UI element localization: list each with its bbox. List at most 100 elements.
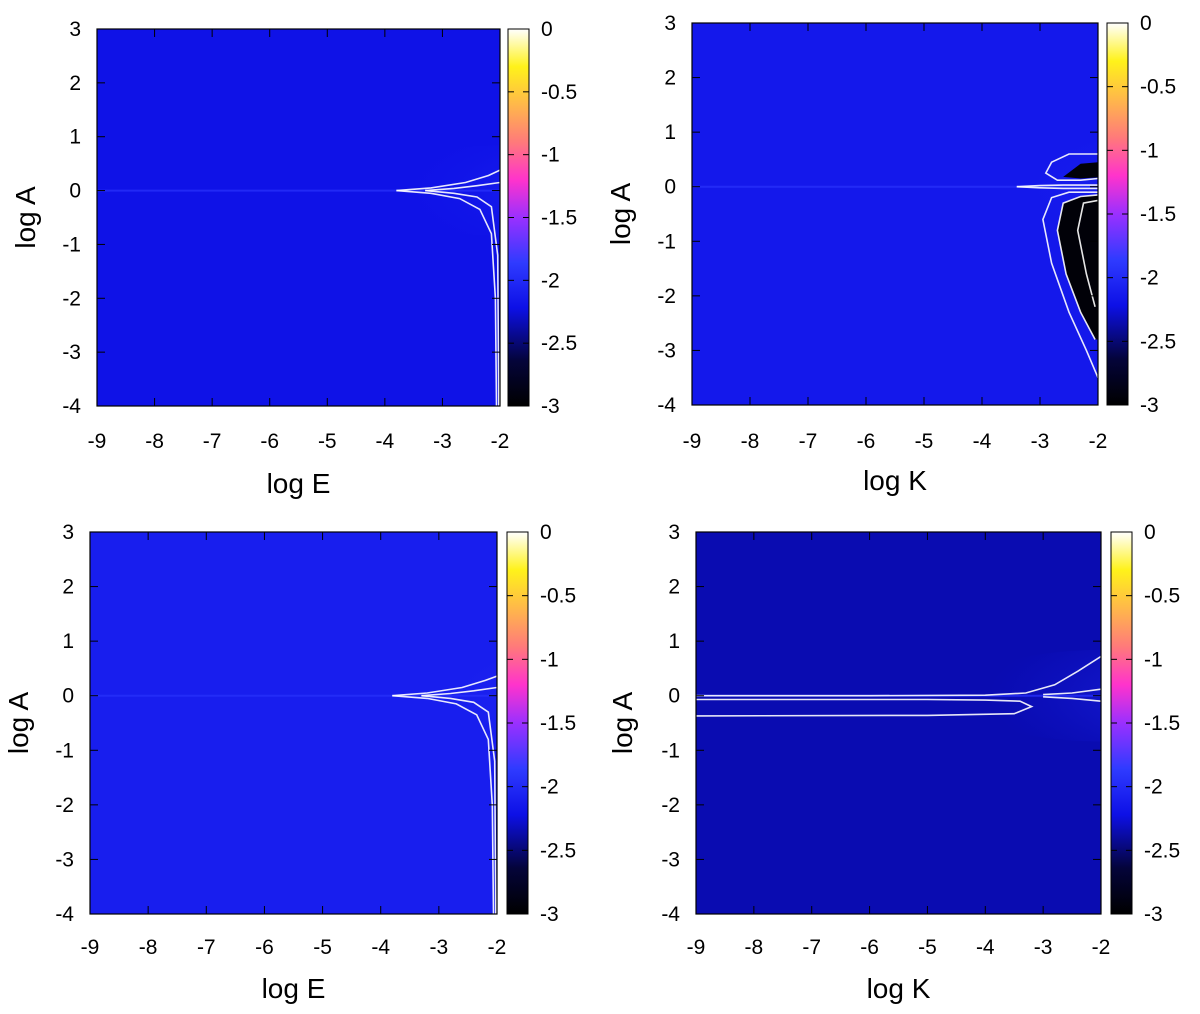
x-tick-label: -5 — [918, 936, 937, 959]
x-tick-label: -9 — [81, 936, 100, 959]
x-tick-label: -6 — [860, 936, 879, 959]
colorbar-tick-label: -0.5 — [540, 585, 576, 608]
x-tick-label: -8 — [145, 430, 164, 453]
colorbar-tick-label: -3 — [541, 395, 560, 418]
panel-4: -9 -8 -7 -6 -5 -4 -3 -2 -4 -3 -2 -1 0 1 2 3 log K log A 0 -… — [607, 521, 1180, 1004]
x-tick-label: -4 — [973, 430, 992, 453]
y-tick-label: -2 — [661, 794, 680, 817]
x-axis-title: log K — [863, 465, 927, 496]
colorbar-tick-label: -0.5 — [541, 81, 577, 104]
y-axis-title: log A — [607, 692, 638, 755]
x-tick-label: -7 — [799, 430, 818, 453]
x-tick-label: -4 — [371, 936, 390, 959]
y-tick-label: -4 — [661, 903, 680, 926]
x-tick-label: -2 — [491, 430, 510, 453]
colorbar-tick-label: -1.5 — [540, 712, 576, 735]
plot-frame — [89, 531, 498, 915]
x-tick-label: -7 — [197, 936, 216, 959]
x-axis-title: log E — [267, 468, 331, 499]
colorbar-tick-label: -0.5 — [1140, 76, 1176, 99]
colorbar-tick-label: -1.5 — [1140, 203, 1176, 226]
colorbar-tick-label: -2.5 — [540, 839, 576, 862]
x-tick-label: -3 — [433, 430, 452, 453]
y-tick-label: -1 — [62, 233, 81, 256]
y-tick-label: 0 — [62, 685, 74, 708]
x-tick-label: -9 — [683, 430, 702, 453]
colorbar-tick-label: -2.5 — [1144, 839, 1180, 862]
contour-line-4 — [425, 189, 500, 406]
colorbar-tick-label: -0.5 — [1144, 585, 1180, 608]
contour-line-3 — [1043, 688, 1101, 696]
x-tick-label: -6 — [255, 936, 274, 959]
colorbar-tick-label: -2 — [541, 269, 560, 292]
y-tick-label: 1 — [664, 121, 676, 144]
x-tick-label: -8 — [139, 936, 158, 959]
y-tick-label: -2 — [62, 287, 81, 310]
y-tick-label: 0 — [664, 176, 676, 199]
colorbar-tick-label: -3 — [1144, 903, 1163, 926]
contour-line-1 — [392, 675, 497, 697]
contour-line-1 — [396, 169, 500, 192]
colorbar-tick-label: 0 — [541, 18, 553, 41]
colorbar-tick-label: -2 — [1140, 267, 1159, 290]
panel-1: -9 -8 -7 -6 -5 -4 -3 -2 -4 -3 -2 -1 0 1 2 3 log E log A 0 -… — [10, 18, 577, 499]
x-tick-label: -9 — [88, 430, 107, 453]
x-tick-label: -3 — [1034, 936, 1053, 959]
y-tick-label: 2 — [62, 576, 74, 599]
y-axis-title: log A — [10, 186, 41, 249]
colorbar-tick-label: -2 — [1144, 776, 1163, 799]
colorbar-tick-label: -2 — [540, 776, 559, 799]
dark-region-1 — [1057, 194, 1098, 340]
y-tick-label: 3 — [668, 521, 680, 544]
y-tick-label: -3 — [62, 341, 81, 364]
contour-line-5 — [1056, 194, 1098, 340]
contour-line-3 — [421, 686, 497, 697]
y-tick-label: -4 — [62, 395, 81, 418]
contour-line-4 — [1042, 191, 1098, 379]
contour-line-1 — [696, 655, 1101, 697]
colorbar-tick-label: -2.5 — [541, 332, 577, 355]
x-tick-label: -4 — [976, 936, 995, 959]
y-tick-label: 3 — [69, 18, 81, 41]
y-tick-label: -3 — [55, 848, 74, 871]
x-tick-label: -7 — [802, 936, 821, 959]
y-tick-label: 1 — [62, 630, 74, 653]
colorbar-tick-label: 0 — [1144, 521, 1156, 544]
x-tick-label: -3 — [430, 936, 449, 959]
y-tick-label: 2 — [664, 67, 676, 90]
contour-line-4 — [421, 694, 497, 914]
y-tick-label: 3 — [664, 12, 676, 35]
panel-3: -9 -8 -7 -6 -5 -4 -3 -2 -4 -3 -2 -1 0 1 2 3 log E log A 0 -… — [3, 521, 576, 1004]
y-tick-label: -1 — [661, 739, 680, 762]
panel-2: -9 -8 -7 -6 -5 -4 -3 -2 -4 -3 -2 -1 0 1 2 3 log K log A 0 -… — [605, 12, 1176, 496]
contour-line-4 — [1043, 696, 1101, 702]
colorbar-tick-label: -1 — [1144, 648, 1163, 671]
dark-region-2 — [1063, 162, 1098, 179]
y-tick-label: -4 — [657, 394, 676, 417]
x-tick-label: -9 — [687, 936, 706, 959]
x-tick-label: -2 — [1092, 936, 1111, 959]
y-tick-label: -2 — [657, 285, 676, 308]
y-tick-label: 2 — [69, 72, 81, 95]
x-tick-label: -2 — [488, 936, 507, 959]
y-tick-label: -1 — [657, 230, 676, 253]
colorbar-tick-label: -1 — [540, 648, 559, 671]
contour-line-3 — [425, 181, 500, 192]
plot-frame — [691, 22, 1099, 406]
x-tick-label: -4 — [376, 430, 395, 453]
colorbar-tick-label: -3 — [540, 903, 559, 926]
y-tick-label: 0 — [69, 180, 81, 203]
x-tick-label: -8 — [741, 430, 760, 453]
y-tick-label: -1 — [55, 739, 74, 762]
y-axis-title: log A — [605, 183, 636, 246]
colorbar-tick-label: -3 — [1140, 394, 1159, 417]
contour-line-2 — [1016, 185, 1098, 190]
x-tick-label: -2 — [1089, 430, 1108, 453]
plot-frame — [96, 28, 501, 407]
colorbar-tick-label: 0 — [1140, 12, 1152, 35]
y-tick-label: 3 — [62, 521, 74, 544]
colorbar-tick-label: -1.5 — [1144, 712, 1180, 735]
x-tick-label: -6 — [857, 430, 876, 453]
colorbar-tick-label: -2.5 — [1140, 330, 1176, 353]
